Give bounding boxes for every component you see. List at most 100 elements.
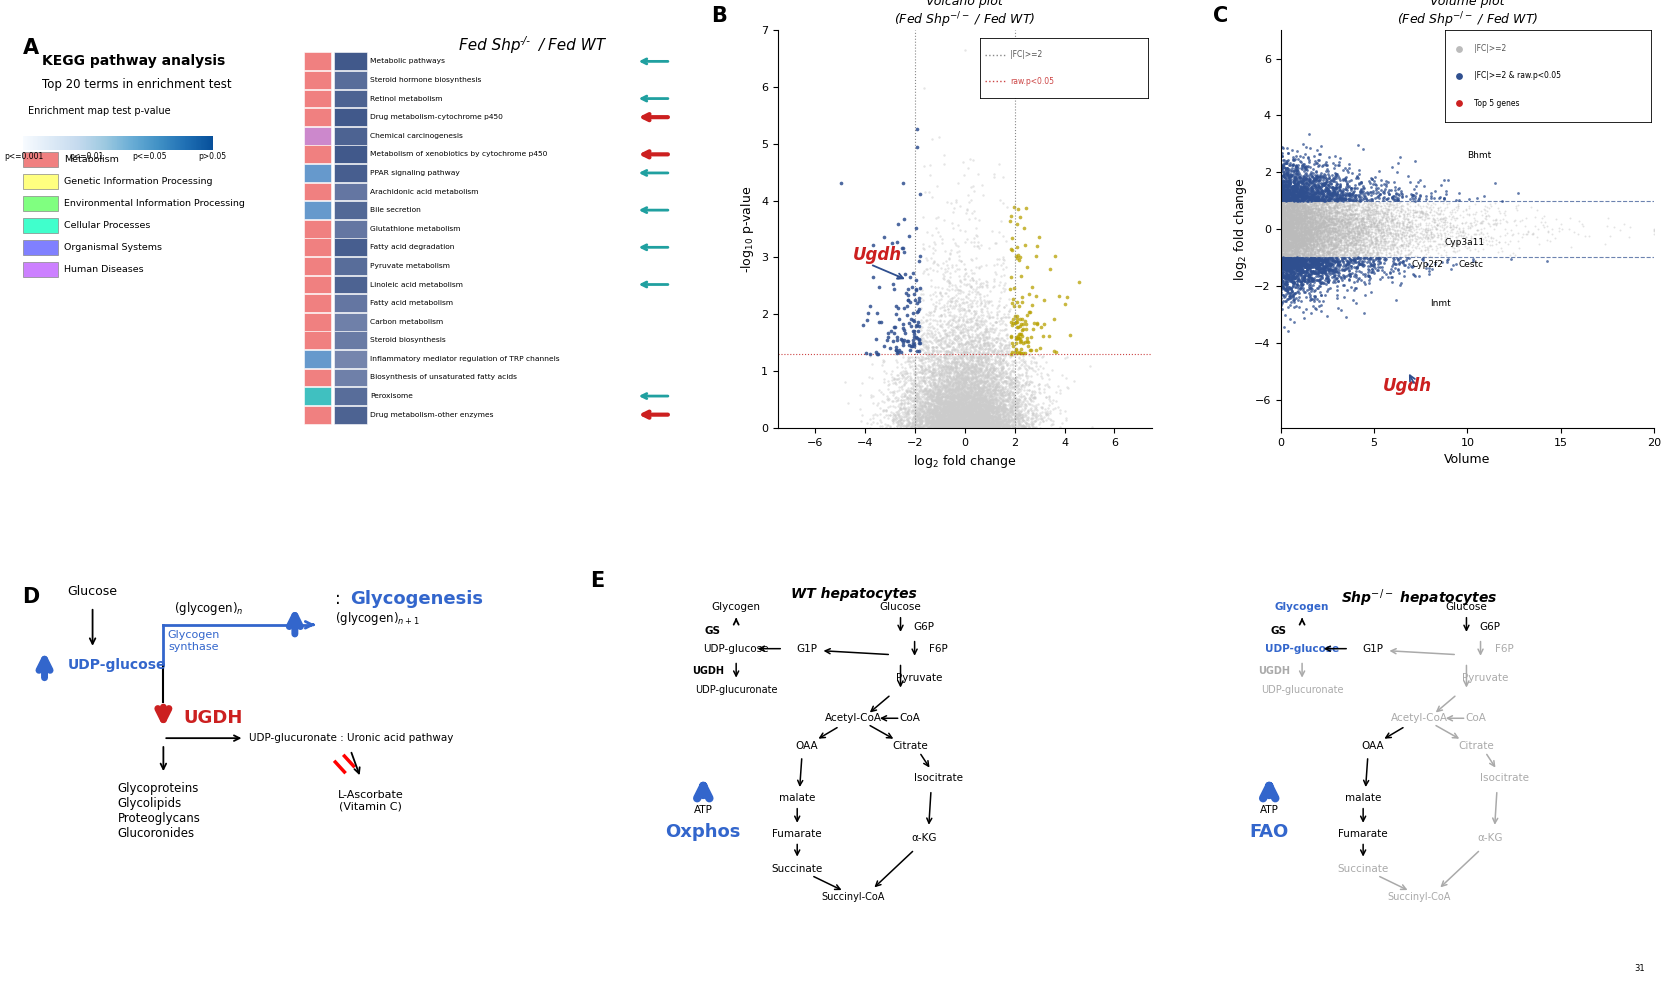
- Point: [1272, 185, 1298, 201]
- Point: [952, 381, 979, 397]
- Point: [1275, 220, 1302, 236]
- Point: [941, 398, 968, 414]
- Point: [978, 418, 1004, 434]
- Point: [986, 334, 1013, 350]
- Point: [1009, 407, 1036, 423]
- Point: [964, 327, 991, 343]
- Point: [1287, 194, 1313, 210]
- Point: [1611, 215, 1638, 232]
- Point: [1300, 221, 1327, 237]
- Point: [1273, 182, 1300, 198]
- Point: [1285, 194, 1312, 210]
- Point: [1287, 224, 1313, 240]
- Point: [1450, 224, 1477, 240]
- Point: [1008, 326, 1034, 342]
- Point: [929, 413, 956, 429]
- Point: [1275, 217, 1302, 233]
- Point: [1270, 240, 1297, 256]
- Point: [989, 345, 1016, 362]
- Point: [952, 400, 979, 416]
- Point: [1278, 198, 1305, 214]
- Point: [1310, 187, 1337, 203]
- Point: [1293, 236, 1320, 252]
- Point: [1318, 224, 1345, 240]
- Point: [1287, 231, 1313, 247]
- Point: [1414, 209, 1440, 226]
- Point: [1390, 207, 1417, 224]
- Point: [1330, 198, 1357, 214]
- Point: [1352, 241, 1379, 257]
- Point: [1424, 217, 1450, 233]
- Point: [989, 347, 1016, 364]
- Point: [1283, 215, 1310, 232]
- Point: [1280, 198, 1307, 214]
- Point: [1313, 188, 1340, 204]
- Point: [984, 333, 1011, 349]
- Point: [983, 413, 1009, 429]
- Point: [1275, 163, 1302, 179]
- Point: [1410, 252, 1437, 268]
- Point: [1364, 200, 1390, 217]
- Point: [961, 350, 988, 367]
- Point: [964, 374, 991, 390]
- Point: [916, 358, 942, 375]
- Point: [973, 419, 999, 435]
- Point: [1273, 203, 1300, 220]
- Point: [964, 373, 991, 389]
- Point: [1536, 224, 1562, 240]
- Point: [942, 419, 969, 435]
- Point: [941, 406, 968, 422]
- Point: [1300, 195, 1327, 211]
- Point: [916, 420, 942, 436]
- Point: [1557, 240, 1584, 256]
- Point: [1335, 156, 1362, 172]
- Point: [1362, 220, 1389, 236]
- Point: [927, 376, 954, 392]
- Point: [1277, 251, 1303, 267]
- Point: [931, 346, 957, 363]
- Point: [1278, 232, 1305, 248]
- Point: [1308, 255, 1335, 271]
- Point: [969, 419, 996, 435]
- Point: [964, 417, 991, 433]
- Point: [1325, 230, 1352, 246]
- Point: [924, 411, 951, 427]
- Point: [1292, 222, 1318, 238]
- Point: [998, 364, 1024, 380]
- Point: [1317, 233, 1343, 249]
- Point: [1338, 231, 1365, 247]
- Point: [962, 357, 989, 374]
- Point: [989, 420, 1016, 436]
- Point: [969, 374, 996, 390]
- Point: [1360, 217, 1387, 233]
- Point: [1340, 230, 1367, 246]
- Point: [1285, 262, 1312, 278]
- Point: [949, 401, 976, 417]
- Point: [1385, 226, 1412, 242]
- Point: [959, 390, 986, 406]
- Point: [1292, 204, 1318, 221]
- Point: [983, 363, 1009, 379]
- Point: [979, 329, 1006, 345]
- Point: [1275, 280, 1302, 296]
- Point: [937, 394, 964, 410]
- Point: [1277, 229, 1303, 245]
- Point: [1337, 251, 1364, 267]
- Point: [946, 363, 973, 379]
- Point: [957, 409, 984, 425]
- Point: [1273, 229, 1300, 245]
- Point: [1270, 240, 1297, 256]
- Point: [1327, 186, 1354, 202]
- Point: [1292, 226, 1318, 242]
- Point: [1387, 225, 1414, 241]
- Point: [937, 398, 964, 414]
- Point: [1285, 244, 1312, 260]
- Point: [1382, 292, 1409, 308]
- Point: [874, 392, 901, 408]
- Point: [1415, 206, 1442, 223]
- Point: [1277, 209, 1303, 226]
- Point: [1268, 184, 1295, 200]
- Point: [1278, 236, 1305, 252]
- Point: [927, 318, 954, 334]
- Point: [962, 413, 989, 429]
